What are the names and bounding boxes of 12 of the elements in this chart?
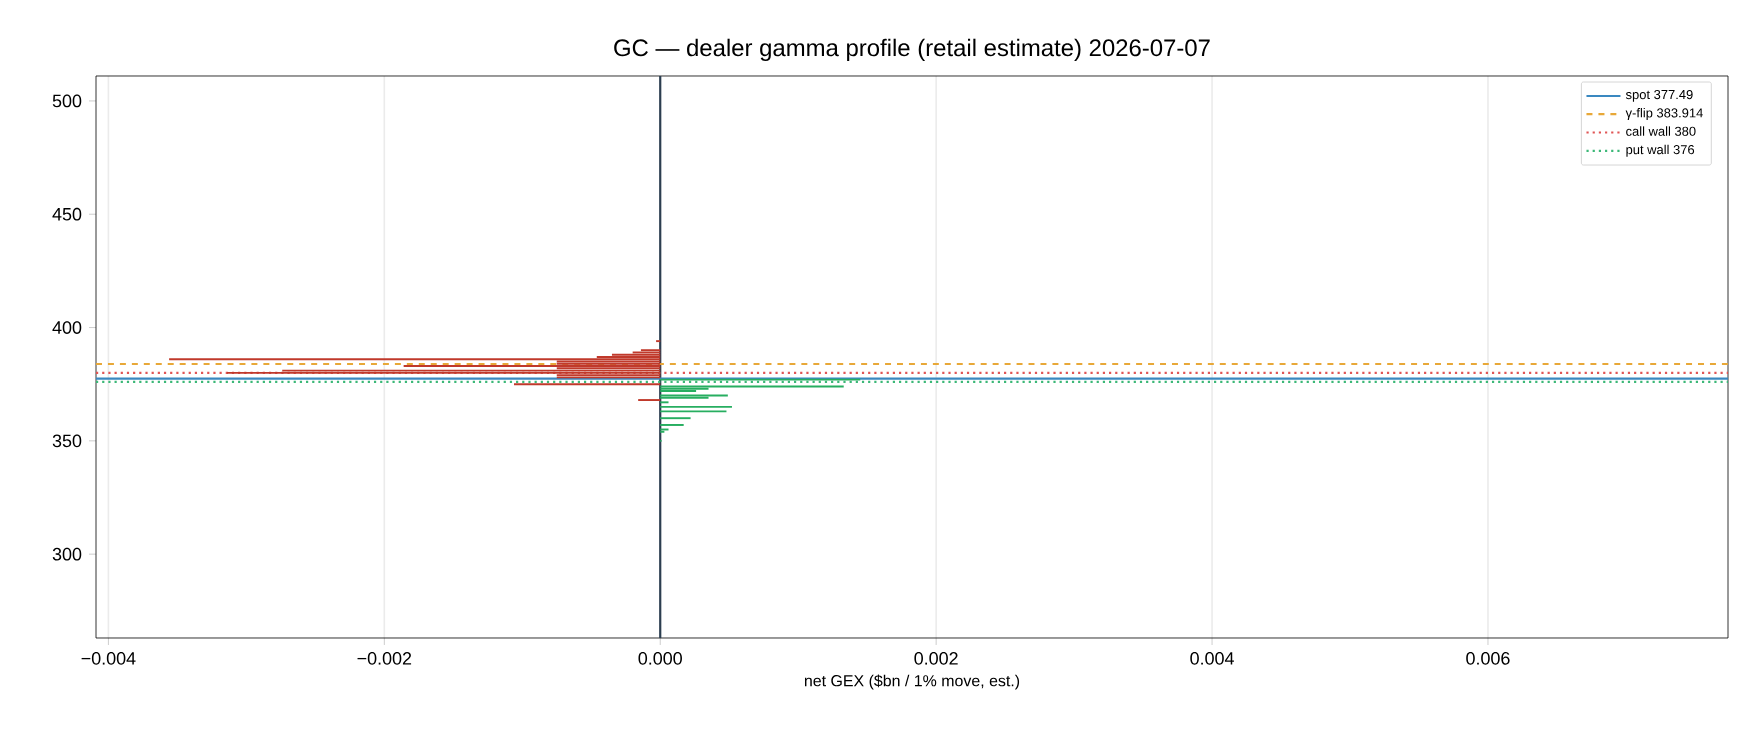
x-tick-label: −0.002	[357, 652, 412, 665]
x-tick-label: 0.006	[1466, 652, 1510, 665]
y-tick-label: 450	[52, 207, 82, 221]
y-tick-label: 500	[52, 94, 82, 108]
x-tick-label: 0.004	[1190, 652, 1234, 665]
x-tick-label: −0.004	[81, 652, 136, 665]
x-tick-label: 0.000	[638, 652, 682, 665]
y-tick-label: 300	[52, 547, 82, 561]
x-tick-label: 0.002	[914, 652, 958, 665]
y-tick-label: 350	[52, 434, 82, 448]
chart-title: GC — dealer gamma profile (retail estimate) 2026-07-07	[614, 38, 1210, 61]
y-tick-label: 400	[52, 321, 82, 334]
